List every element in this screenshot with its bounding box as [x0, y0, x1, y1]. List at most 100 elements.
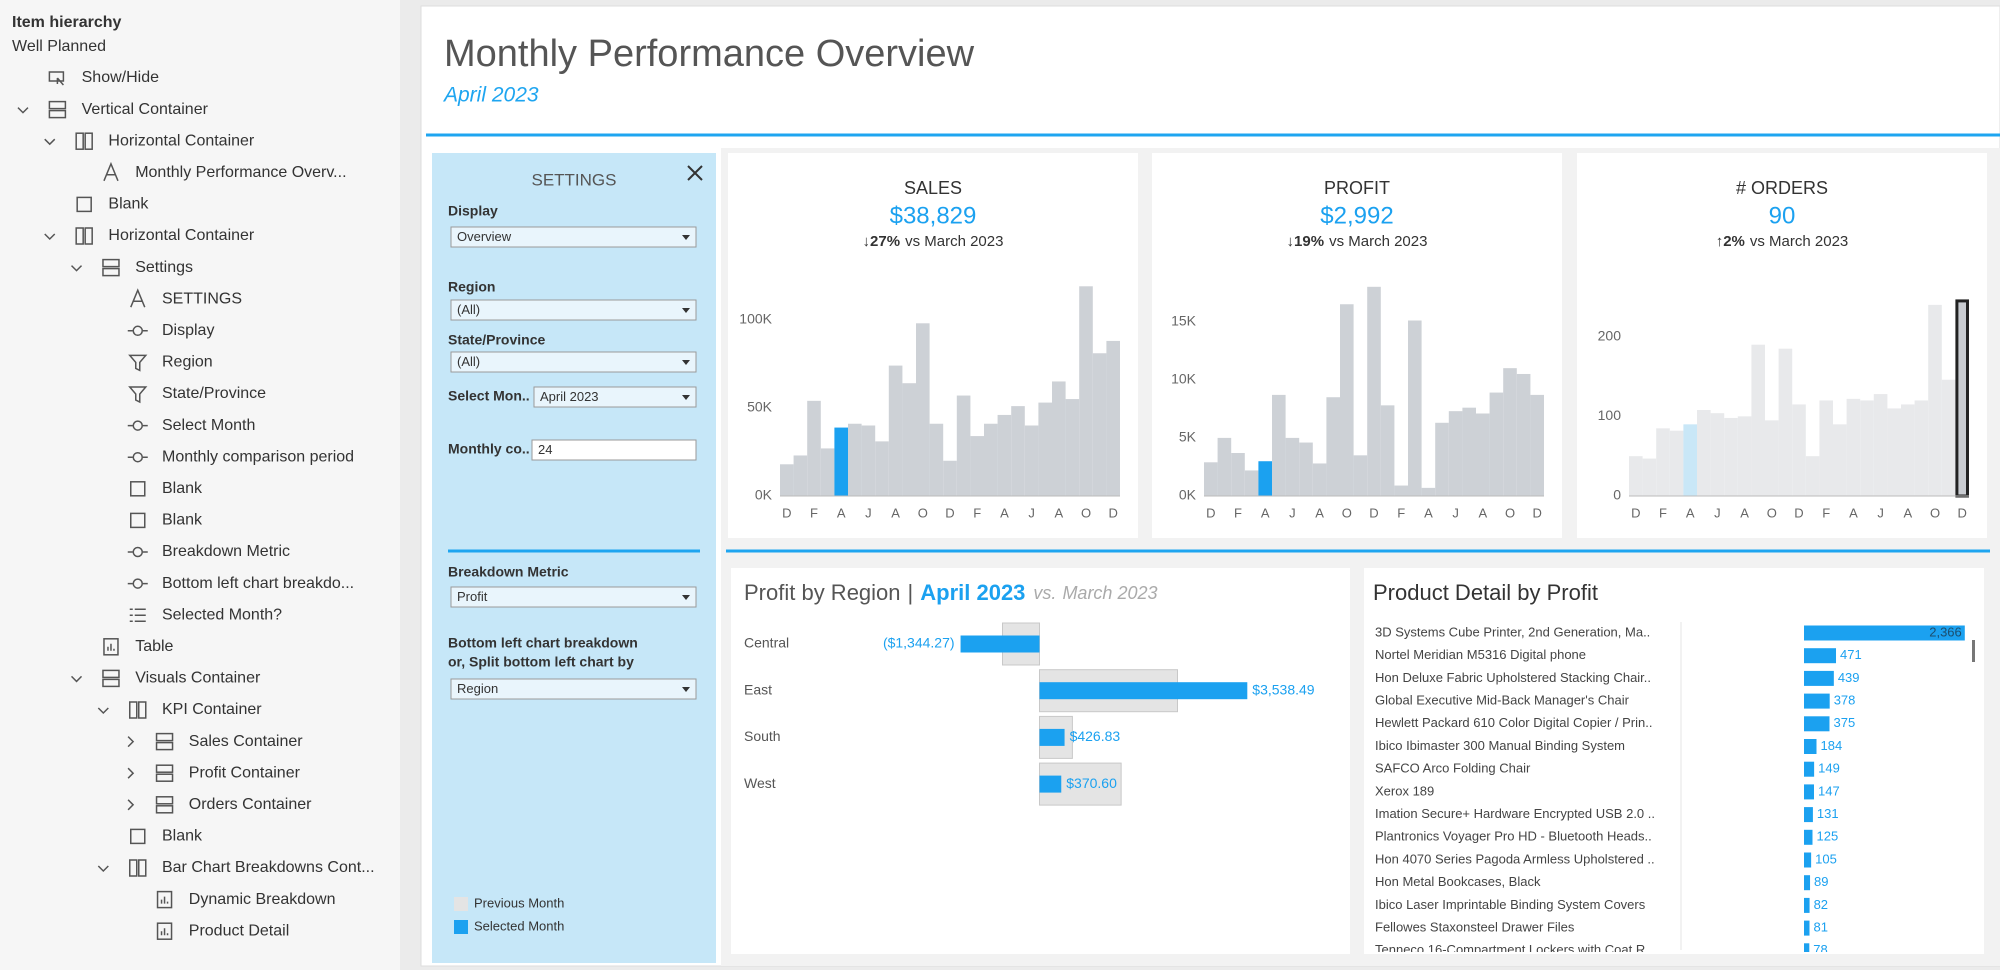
dropdown[interactable]: [450, 226, 697, 248]
settings-panel: [432, 153, 716, 963]
x-tick-label: O: [1342, 505, 1352, 520]
scrollbar[interactable]: [1972, 640, 1975, 662]
x-tick-label: A: [1054, 505, 1063, 520]
item-label[interactable]: Monthly Performance Overv...: [135, 164, 346, 181]
control-label: Display: [448, 203, 498, 219]
y-tick-label: 5K: [1179, 429, 1197, 445]
item-label[interactable]: Display: [162, 322, 214, 339]
item-caret[interactable]: [70, 675, 83, 683]
bar: [807, 400, 821, 496]
item-caret[interactable]: [44, 233, 56, 241]
item-label[interactable]: Bar Chart Breakdowns Cont...: [162, 859, 375, 876]
bar: [1462, 407, 1476, 496]
dropdown[interactable]: [450, 678, 697, 700]
item-label[interactable]: Visuals Container: [135, 670, 261, 687]
item-label[interactable]: Blank: [162, 512, 203, 529]
item-label[interactable]: Region: [162, 354, 213, 371]
change-value: ↓19%: [1287, 233, 1325, 250]
legend-label: Selected Month: [474, 918, 564, 933]
item-label[interactable]: KPI Container: [162, 701, 262, 718]
bar: [1697, 410, 1711, 496]
y-tick-label: 50K: [747, 399, 773, 415]
item-label[interactable]: Bottom left chart breakdo...: [162, 575, 354, 592]
bar: [1448, 411, 1463, 496]
item-label[interactable]: Horizontal Container: [108, 132, 255, 149]
title-comparison: March 2023: [1062, 583, 1157, 603]
item-label[interactable]: SETTINGS: [162, 290, 242, 307]
item-label[interactable]: Breakdown Metric: [162, 543, 290, 560]
item-caret[interactable]: [127, 736, 135, 748]
dropdown-arrow: [682, 308, 690, 313]
close-button[interactable]: [687, 165, 703, 181]
x-tick-label: A: [891, 505, 900, 520]
control-label: Breakdown Metric: [448, 564, 569, 580]
item-icon: [138, 859, 147, 877]
x-tick-label: A: [1315, 505, 1324, 520]
item-label[interactable]: Blank: [162, 480, 203, 497]
item-label[interactable]: Sales Container: [189, 733, 304, 750]
item-caret[interactable]: [17, 107, 29, 114]
bar: [1530, 394, 1544, 496]
item-label[interactable]: Select Month: [162, 417, 255, 434]
y-tick-label: 200: [1598, 327, 1622, 343]
dropdown[interactable]: [533, 386, 697, 408]
page-subtitle: April 2023: [442, 84, 539, 107]
item-label[interactable]: Orders Container: [189, 796, 312, 813]
bar: [997, 414, 1012, 496]
bar: [1231, 453, 1245, 496]
item-icon: [76, 196, 92, 213]
item-label[interactable]: Blank: [162, 828, 203, 845]
item-label[interactable]: Horizontal Container: [108, 227, 255, 244]
y-tick-label: 100K: [739, 310, 772, 326]
bar: [943, 460, 957, 496]
product-name: Ibico Laser Imprintable Binding System C…: [1375, 897, 1646, 912]
x-tick-label: A: [1686, 505, 1695, 520]
item-caret[interactable]: [97, 707, 109, 715]
kpi-change: ↓19% vs March 2023: [1287, 233, 1428, 250]
dropdown[interactable]: [450, 351, 697, 373]
item-caret[interactable]: [70, 265, 83, 272]
bar: [1804, 693, 1830, 709]
change-comparison: vs March 2023: [905, 233, 1003, 250]
item-icon: [155, 741, 174, 751]
item-caret[interactable]: [97, 865, 109, 873]
bar: [780, 464, 794, 496]
item-icon: [132, 451, 144, 463]
item-label[interactable]: State/Province: [162, 385, 266, 402]
item-label[interactable]: Dynamic Breakdown: [189, 891, 336, 908]
item-label[interactable]: Vertical Container: [82, 101, 209, 118]
legend-swatch: [454, 920, 468, 934]
item-caret[interactable]: [127, 767, 135, 779]
dropdown[interactable]: [450, 586, 697, 608]
x-tick-label: F: [1659, 505, 1667, 520]
item-label[interactable]: Show/Hide: [82, 69, 159, 86]
item-icon: [155, 764, 174, 773]
dropdown[interactable]: [450, 299, 697, 321]
item-label[interactable]: Settings: [135, 259, 193, 276]
region-label: Central: [744, 635, 789, 651]
bar: [1804, 852, 1812, 868]
bar: [1272, 394, 1286, 496]
product-name: Fellowes Staxonsteel Drawer Files: [1375, 920, 1575, 935]
bar: [984, 423, 998, 496]
item-icon: [132, 546, 144, 558]
control-label: Region: [448, 279, 495, 295]
selected-bar: [1039, 682, 1248, 700]
item-label[interactable]: Blank: [108, 196, 149, 213]
item-label[interactable]: Product Detail: [189, 922, 289, 939]
item-label[interactable]: Monthly comparison period: [162, 448, 354, 465]
item-caret[interactable]: [127, 799, 135, 811]
dropdown-arrow: [682, 395, 690, 400]
item-label[interactable]: Profit Container: [189, 764, 301, 781]
item-label[interactable]: Selected Month?: [162, 606, 282, 623]
x-tick-label: O: [1081, 505, 1091, 520]
bar: [1683, 424, 1697, 496]
item-label[interactable]: Table: [135, 638, 173, 655]
x-tick-label: F: [810, 505, 818, 520]
item-caret[interactable]: [44, 138, 56, 146]
bar: [1901, 404, 1915, 496]
x-tick-label: D: [1794, 505, 1803, 520]
kpi-title: # ORDERS: [1736, 178, 1828, 198]
text-input[interactable]: [531, 439, 697, 461]
